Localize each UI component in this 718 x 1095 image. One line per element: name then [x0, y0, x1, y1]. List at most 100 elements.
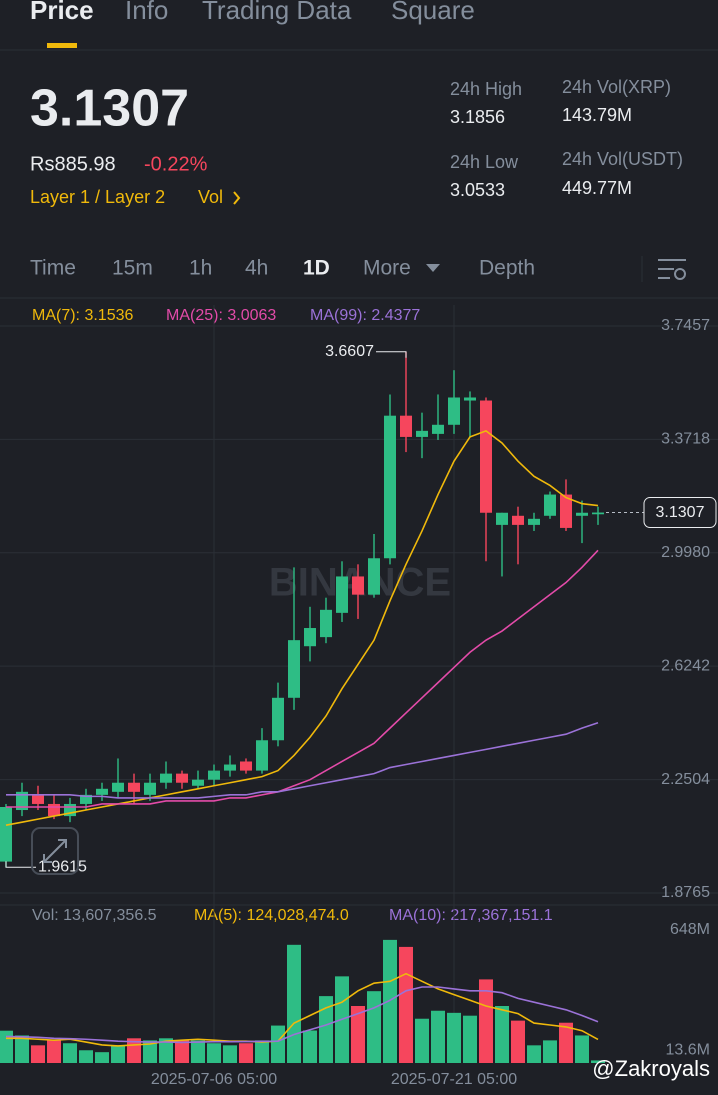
- price-box-label: 3.1307: [656, 504, 705, 521]
- volume-bar: [63, 1043, 77, 1063]
- candle-body: [32, 794, 44, 804]
- settings-icon[interactable]: [658, 259, 686, 280]
- candle-body: [192, 779, 204, 786]
- timeframe[interactable]: More: [363, 257, 411, 280]
- volume-bar: [31, 1045, 45, 1063]
- volume-bar: [511, 1020, 525, 1063]
- ma-line: [6, 972, 599, 1047]
- y-tick-label: 3.3718: [661, 431, 710, 448]
- volume-bar: [351, 1006, 365, 1063]
- candle-body: [400, 415, 412, 437]
- candle-body: [304, 628, 316, 647]
- volume-bar: [239, 1043, 253, 1063]
- price-box: [643, 497, 717, 529]
- candle-body: [496, 512, 508, 525]
- volume-bar: [15, 1035, 29, 1063]
- candle-body: [512, 515, 524, 525]
- candle-body: [576, 512, 588, 516]
- candle-body: [48, 803, 60, 817]
- volume-bar: [207, 1043, 221, 1063]
- candle-body: [448, 397, 460, 425]
- y-tick-label: 1.8765: [661, 884, 710, 901]
- volume-bar: [47, 1040, 61, 1063]
- stat-value: 3.0533: [450, 180, 505, 200]
- volume-bar: [255, 1040, 269, 1063]
- ma-legend: MA(5): 124,028,474.0: [194, 907, 349, 924]
- volume-bar: [415, 1018, 429, 1063]
- volume-bar: [383, 939, 397, 1063]
- volume-bar: [79, 1050, 93, 1063]
- candle-body: [96, 788, 108, 795]
- ma-line: [5, 986, 599, 1044]
- candle-body: [432, 424, 444, 434]
- candle-body: [0, 806, 12, 862]
- candle-body: [384, 415, 396, 559]
- tab[interactable]: Trading Data: [202, 0, 352, 25]
- ma-legend: MA(7): 3.1536: [32, 307, 133, 324]
- candle-body: [128, 782, 140, 792]
- tab[interactable]: Info: [125, 0, 168, 25]
- timeframe[interactable]: 4h: [245, 257, 268, 280]
- y-tick-label: 13.6M: [666, 1042, 710, 1059]
- volume-bar: [447, 1012, 461, 1063]
- volume-bar: [527, 1045, 541, 1063]
- timeframe[interactable]: 1h: [189, 257, 212, 280]
- volume-bar: [175, 1040, 189, 1063]
- tab[interactable]: Price: [30, 0, 94, 25]
- chevron: [233, 191, 241, 205]
- dropdown-arrow: [426, 264, 440, 272]
- plot: 2025-07-06 05:00 2025-07-21 05:00 1.8765 2.…: [0, 305, 718, 1088]
- candle-body: [288, 640, 300, 698]
- stat-label: 24h Vol(XRP): [562, 77, 671, 97]
- x-tick-label: 2025-07-21 05:00: [391, 1071, 517, 1088]
- expand-icon: [43, 839, 67, 863]
- stat-value: 143.79M: [562, 105, 632, 125]
- tab-indicator: [47, 43, 77, 48]
- vol-link[interactable]: Vol: [198, 187, 223, 207]
- volume-bar: [223, 1045, 237, 1063]
- volume-bar: [479, 979, 493, 1063]
- timeframe[interactable]: 1D: [303, 257, 330, 280]
- volume-bar: [303, 1030, 317, 1063]
- stat-value: 449.77M: [562, 178, 632, 198]
- candle-body: [160, 773, 172, 783]
- timeframe[interactable]: Depth: [479, 257, 535, 280]
- volume-bar: [0, 1030, 13, 1063]
- y-tick-label: 3.7457: [661, 317, 710, 334]
- max-label: 3.6607: [325, 343, 374, 360]
- y-tick-label: 648M: [670, 921, 710, 938]
- candle-body: [560, 494, 572, 528]
- volume-bar: [287, 944, 301, 1063]
- volume-bar: [463, 1015, 477, 1063]
- last-price: 3.1307: [30, 80, 189, 138]
- volume-bar: [143, 1040, 157, 1063]
- candle-body: [80, 794, 92, 804]
- stat-value: 3.1856: [450, 107, 505, 127]
- expand-button[interactable]: [31, 827, 79, 875]
- volume-bar: [431, 1010, 445, 1063]
- volume-bar: [191, 1040, 205, 1063]
- price-change: -0.22%: [144, 153, 208, 175]
- candle-body: [416, 430, 428, 437]
- candle-body: [320, 609, 332, 638]
- ma-legend: MA(10): 217,367,151.1: [389, 907, 553, 924]
- candle-body: [336, 576, 348, 613]
- volume-bar: [159, 1038, 173, 1063]
- candle-body: [528, 518, 540, 525]
- volume-bar: [95, 1052, 109, 1063]
- candle-body: [272, 697, 284, 741]
- tag[interactable]: Layer 1 / Layer 2: [30, 187, 165, 207]
- ma-legend: MA(99): 2.4377: [310, 307, 420, 324]
- candle-body: [176, 773, 188, 783]
- timeframe[interactable]: Time: [30, 257, 76, 280]
- volume-bar: [495, 1006, 509, 1063]
- volume-bar: [271, 1025, 285, 1063]
- stat-label: 24h Low: [450, 152, 519, 172]
- x-tick-label: 2025-07-06 05:00: [151, 1071, 277, 1088]
- timeframe[interactable]: 15m: [112, 257, 153, 280]
- candle-body: [368, 558, 380, 595]
- tab[interactable]: Square: [391, 0, 475, 25]
